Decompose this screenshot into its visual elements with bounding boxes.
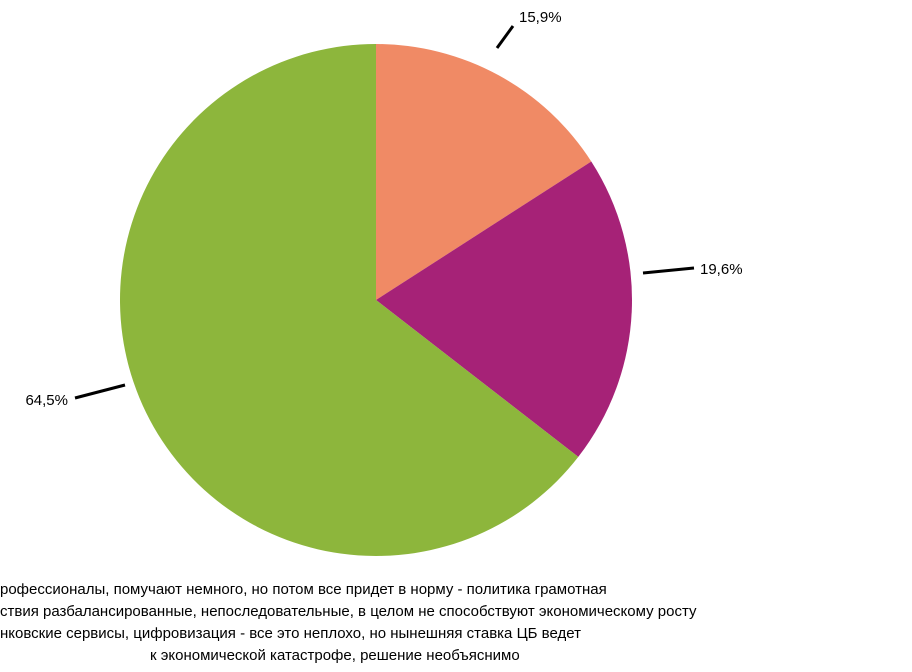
leader-line	[642, 266, 695, 275]
data-label: 15,9%	[519, 9, 562, 26]
leader-line	[74, 383, 126, 400]
legend-label: ствия разбалансированные, непоследовател…	[0, 603, 697, 620]
legend-label: рофессионалы, помучают немного, но потом…	[0, 581, 607, 598]
pie-slice	[119, 44, 579, 556]
leader-line	[495, 25, 515, 49]
legend-label: к экономической катастрофе, решение необ…	[150, 647, 520, 664]
legend-label: нковские сервисы, цифровизация - все это…	[0, 625, 581, 642]
pie-slice	[376, 44, 592, 300]
pie-slice	[376, 161, 632, 457]
data-label: 19,6%	[700, 261, 743, 278]
data-label: 64,5%	[25, 392, 68, 409]
